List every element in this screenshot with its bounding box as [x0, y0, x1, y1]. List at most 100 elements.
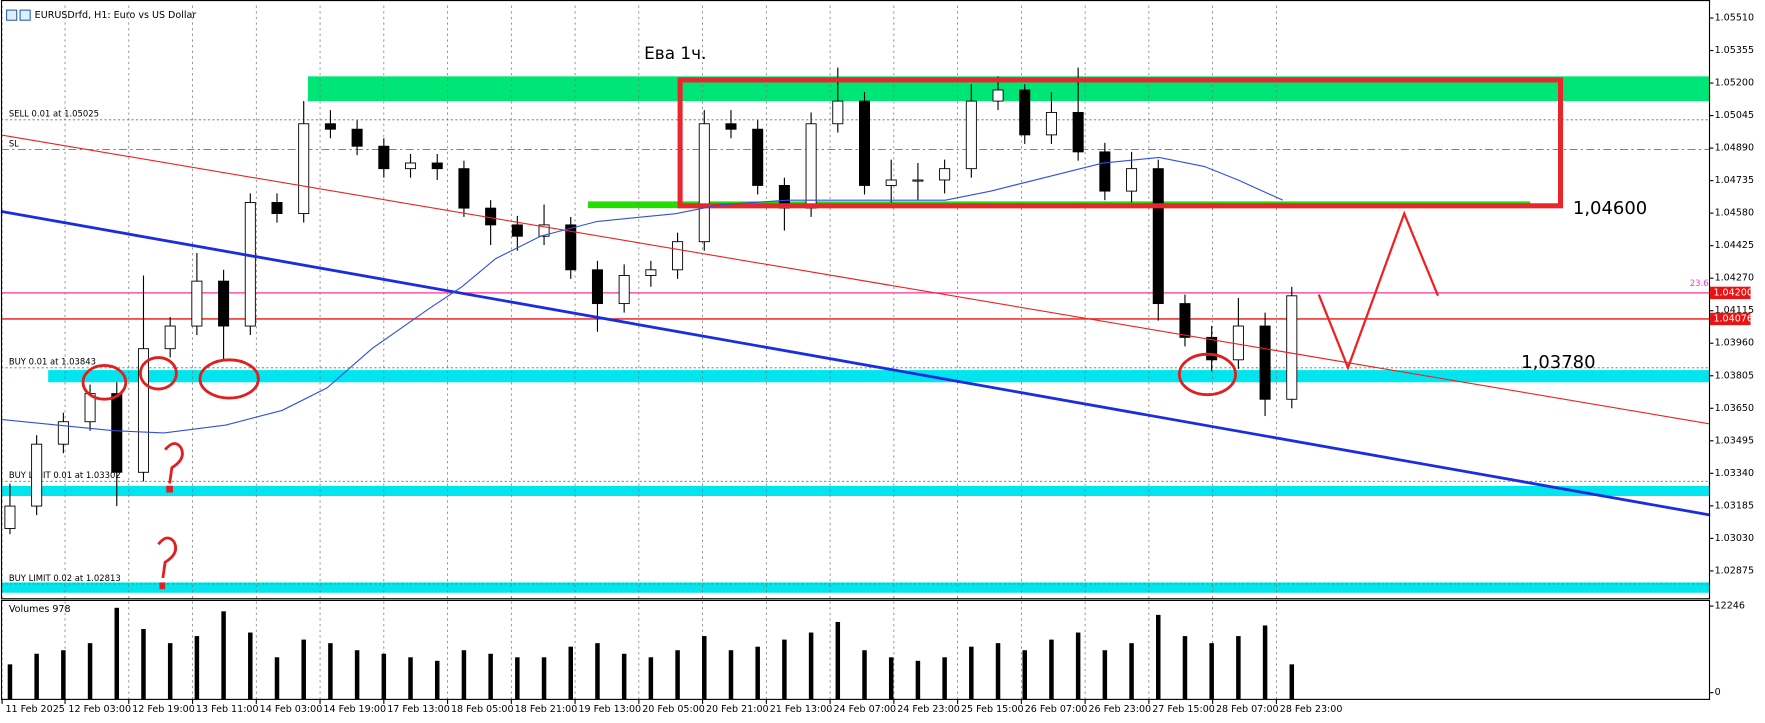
candle-body	[1286, 295, 1298, 400]
y-tick-label: 0	[1715, 687, 1721, 698]
circle-mark	[81, 364, 128, 401]
volume-bar	[648, 657, 654, 700]
y-tick-label: 1.05355	[1715, 45, 1754, 56]
volume-bar	[755, 646, 760, 700]
y-tick-label: 1.05510	[1715, 13, 1754, 24]
main-frame	[0, 0, 1711, 600]
price-marker-label: 1.04200	[1713, 287, 1752, 298]
volume-bar	[568, 646, 574, 700]
circle-mark	[138, 356, 178, 391]
volume-bar	[862, 650, 867, 700]
volume-bar	[1236, 636, 1241, 700]
candle-body	[351, 128, 363, 147]
candle-body	[244, 201, 256, 327]
volume-bar	[61, 650, 66, 700]
y-tick-label: 1.03030	[1715, 533, 1754, 544]
x-tick-label: 12 Feb 03:00	[68, 704, 131, 715]
volume-bar	[1156, 614, 1161, 700]
x-tick-label: 26 Feb 07:00	[1025, 704, 1088, 715]
price-marker-label: 1.04076	[1713, 313, 1752, 324]
candle-body	[992, 89, 1004, 102]
candle-body	[885, 179, 897, 186]
y-tick-label: 1.03960	[1715, 338, 1754, 349]
volume-bar	[1102, 650, 1108, 700]
volume-bar	[328, 643, 333, 700]
candle-body	[858, 100, 871, 186]
candle-body	[458, 168, 470, 209]
order-label: BUY 0.01 at 1.03843	[9, 357, 96, 367]
candle-body	[137, 348, 149, 473]
chart-layer: 11 Feb 2025 12 Feb 03:00 12 Feb 19:00 13 Fe…	[1, 13, 1754, 715]
y-tick-label: 1.05045	[1715, 110, 1754, 121]
x-tick-label: 19 Feb 13:00	[578, 704, 641, 715]
moving-average	[0, 156, 1284, 434]
volume-bar	[114, 607, 120, 700]
volume-bar	[1289, 664, 1295, 700]
trend-line	[0, 210, 1711, 517]
icon	[19, 9, 31, 21]
icon	[6, 9, 18, 21]
x-tick-label: 14 Feb 19:00	[323, 704, 386, 715]
candle-body	[1126, 168, 1138, 192]
drawings	[0, 134, 1711, 590]
zone	[0, 485, 1711, 497]
forecast-zigzag	[1317, 210, 1440, 371]
candle-body	[298, 123, 310, 215]
x-tick-label: 27 Feb 15:00	[1152, 704, 1215, 715]
volume-bar	[354, 650, 360, 700]
candle-body	[111, 393, 123, 473]
volume-bar	[835, 621, 841, 700]
volume-bar	[621, 653, 627, 700]
price-marker	[1710, 286, 1751, 300]
chart-title: EURUSDrfd, H1: Euro vs US Dollar	[35, 10, 197, 21]
volume-bar	[915, 660, 921, 700]
candle-body	[164, 325, 176, 350]
annotation-title: Ева 1ч.	[644, 43, 706, 63]
volume-bar	[274, 657, 280, 700]
y-tick-label: 1.02875	[1715, 565, 1754, 576]
circle-mark	[1177, 352, 1237, 397]
volume-bar	[434, 660, 440, 700]
x-tick-label: 11 Feb 2025	[5, 704, 64, 715]
y-tick-label: 1.05200	[1715, 78, 1754, 89]
y-tick-label: 1.03495	[1715, 435, 1754, 446]
volume-bar	[969, 646, 974, 700]
candle-body	[405, 162, 417, 170]
volume-bar	[1075, 632, 1081, 700]
y-tick-label: 1.03805	[1715, 370, 1754, 381]
candle-body	[645, 269, 657, 276]
candle-body	[618, 275, 630, 305]
volume-bar	[541, 657, 547, 700]
candle-body	[1152, 168, 1164, 305]
candle-body	[324, 123, 336, 130]
volume-bar	[34, 653, 39, 700]
volume-bar	[381, 653, 387, 700]
candle-body	[939, 168, 951, 181]
volume-bar	[1209, 643, 1214, 700]
price-marker	[1710, 312, 1751, 326]
circle-mark	[198, 358, 260, 400]
candle-body	[565, 224, 577, 271]
volume-frame	[0, 599, 1711, 700]
volume-bar	[888, 657, 894, 700]
x-tick-label: 28 Feb 23:00	[1280, 704, 1343, 715]
candle-body	[1232, 325, 1244, 361]
candle-body	[511, 224, 523, 237]
x-tick-label: 18 Feb 21:00	[515, 704, 578, 715]
x-tick-label: 26 Feb 23:00	[1088, 704, 1151, 715]
x-tick-label: 18 Feb 05:00	[451, 704, 514, 715]
y-tick-label: 1.03340	[1715, 468, 1754, 479]
candle-body	[725, 123, 737, 130]
order-label: SL	[9, 138, 19, 148]
candle-body	[31, 443, 43, 507]
candle-body	[1259, 325, 1271, 400]
y-tick-label: 1.04890	[1715, 143, 1754, 154]
volume-bar	[595, 643, 600, 700]
candle-body	[4, 505, 16, 529]
question-dot	[166, 485, 173, 493]
candle-body	[538, 224, 550, 237]
question-mark	[157, 536, 178, 579]
y-tick-label: 1.04735	[1715, 175, 1754, 186]
candle-body	[378, 145, 390, 170]
